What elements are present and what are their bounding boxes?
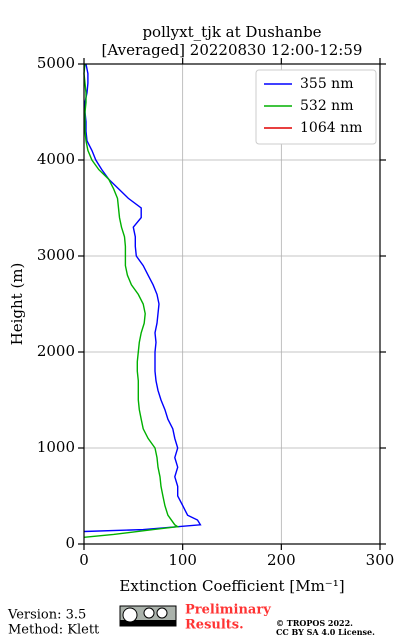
y-tick-label: 1000 — [37, 438, 75, 456]
profile-line — [83, 63, 202, 533]
plot-frame — [83, 63, 381, 545]
y-tick-label: 2000 — [37, 342, 75, 360]
x-tick-label: 100 — [168, 551, 197, 569]
chart-subtitle: [Averaged] 20220830 12:00-12:59 — [102, 41, 363, 59]
x-tick-label: 300 — [366, 551, 395, 569]
method: Method: Klett — [8, 623, 100, 638]
y-tick-label: 3000 — [37, 246, 75, 264]
legend-label: 355 nm — [300, 76, 353, 92]
cc-logo — [119, 605, 177, 627]
version: Version: 3.5 — [7, 608, 86, 623]
y-tick-label: 4000 — [37, 150, 75, 168]
legend: 355 nm 532 nm 1064 nm — [255, 69, 377, 145]
preliminary: Preliminary — [185, 603, 271, 618]
x-tick-label: 200 — [267, 551, 296, 569]
preliminary: Results. — [185, 618, 244, 633]
copyright: CC BY SA 4.0 License. — [276, 627, 375, 637]
y-tick-label: 0 — [65, 534, 75, 552]
legend-box — [255, 69, 377, 145]
y-tick-label: 5000 — [37, 54, 75, 72]
profile-line — [83, 63, 180, 538]
legend-label: 1064 nm — [300, 120, 362, 136]
x-axis-label: Extinction Coefficient [Mm⁻¹] — [119, 577, 344, 595]
legend-label: 532 nm — [300, 98, 353, 114]
y-axis-label: Height (m) — [8, 263, 26, 346]
copyright: © TROPOS 2022. — [276, 618, 353, 628]
chart-title: pollyxt_tjk at Dushanbe — [142, 23, 321, 41]
x-tick-label: 0 — [79, 551, 89, 569]
